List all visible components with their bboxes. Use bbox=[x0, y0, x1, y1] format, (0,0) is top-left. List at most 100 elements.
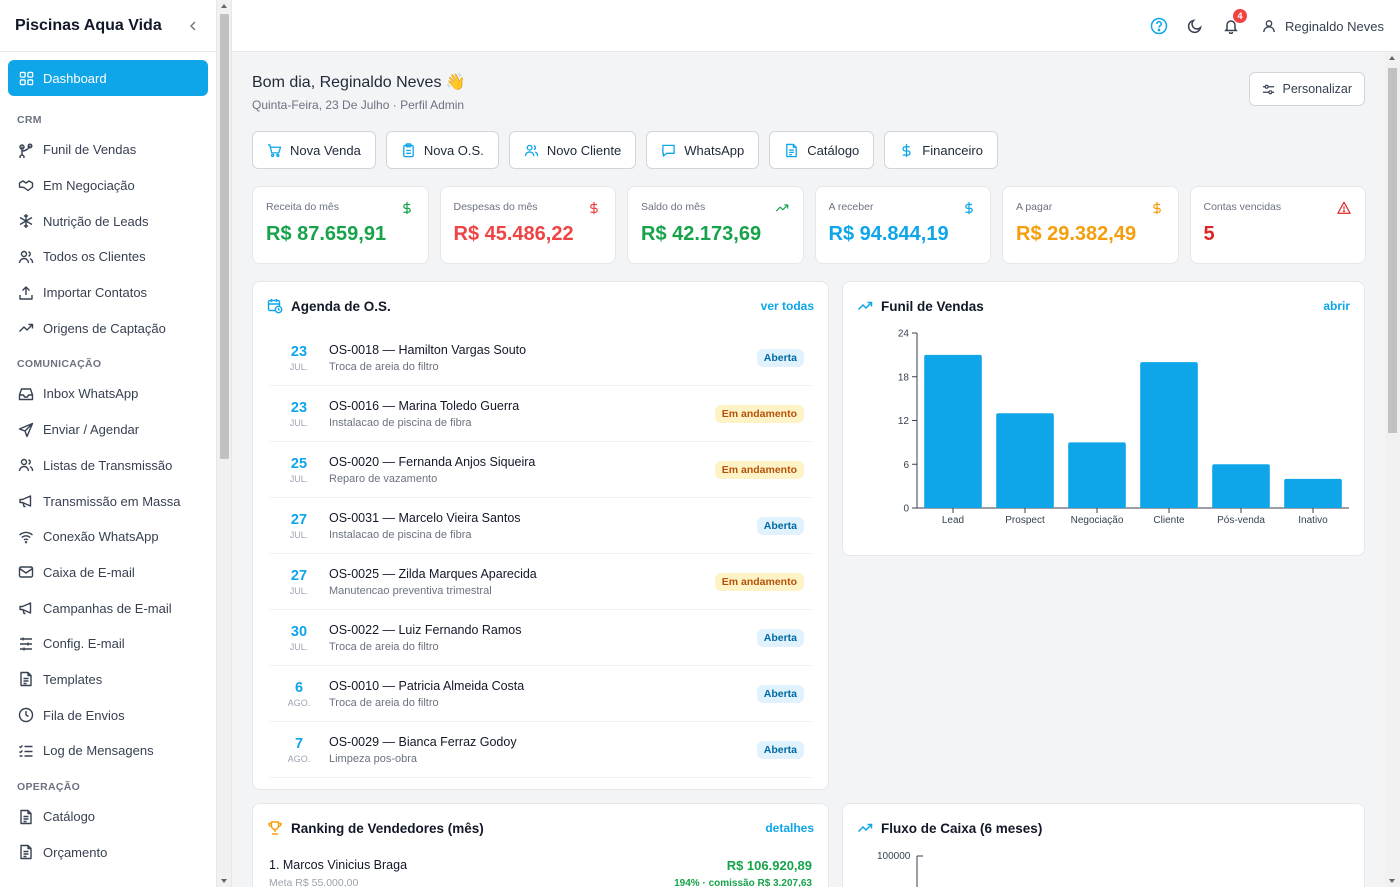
sliders-icon bbox=[1262, 83, 1275, 96]
quick-action-catalogo-button[interactable]: Catálogo bbox=[769, 131, 875, 169]
sidebar-item-listas-de-transmissao[interactable]: Listas de Transmissão bbox=[8, 448, 208, 484]
quick-action-whatsapp-button[interactable]: WhatsApp bbox=[646, 131, 760, 169]
agenda-date: 30 JUL. bbox=[269, 624, 329, 652]
sidebar-item-catalogo[interactable]: Catálogo bbox=[8, 799, 208, 835]
agenda-month: JUL. bbox=[289, 641, 309, 652]
agenda-date: 7 AGO. bbox=[269, 736, 329, 764]
sidebar-scrollbar[interactable] bbox=[217, 0, 232, 887]
users-icon bbox=[524, 143, 539, 158]
agenda-service: Instalacao de piscina de fibra bbox=[329, 416, 472, 429]
y-tick-label: 12 bbox=[898, 416, 910, 427]
sidebar-item-funil-de-vendas[interactable]: Funil de Vendas bbox=[8, 132, 208, 168]
y-tick-label: 24 bbox=[898, 329, 910, 340]
sidebar-item-label: Funil de Vendas bbox=[43, 142, 137, 158]
scroll-down-icon[interactable] bbox=[221, 879, 227, 883]
sidebar-item-enviar-agendar[interactable]: Enviar / Agendar bbox=[8, 412, 208, 448]
scrollbar-thumb[interactable] bbox=[1388, 68, 1397, 433]
personalize-button[interactable]: Personalizar bbox=[1248, 72, 1365, 106]
sidebar-item-nutricao-de-leads[interactable]: Nutrição de Leads bbox=[8, 203, 208, 239]
help-icon[interactable] bbox=[1149, 16, 1169, 36]
sidebar-item-em-negociacao[interactable]: Em Negociação bbox=[8, 168, 208, 204]
scroll-up-icon[interactable] bbox=[1389, 56, 1395, 60]
agenda-month: AGO. bbox=[287, 697, 311, 708]
main-scrollbar[interactable] bbox=[1385, 52, 1400, 887]
agenda-row[interactable]: 6 AGO. OS-0010 — Patricia Almeida Costa Tro… bbox=[269, 666, 812, 722]
y-tick-label: 18 bbox=[898, 372, 910, 383]
sidebar-item-log-de-mensagens[interactable]: Log de Mensagens bbox=[8, 733, 208, 769]
agenda-day: 27 bbox=[290, 567, 308, 584]
dollar-icon bbox=[587, 201, 601, 215]
clipboard-icon bbox=[401, 142, 416, 158]
agenda-row[interactable]: 27 JUL. OS-0031 — Marcelo Vieira Santos Ins… bbox=[269, 498, 812, 554]
kpi-value: R$ 45.486,22 bbox=[453, 223, 574, 245]
bell-icon[interactable]: 4 bbox=[1221, 9, 1247, 36]
agenda-row[interactable]: 27 JUL. OS-0025 — Zilda Marques Aparecida M… bbox=[269, 554, 812, 610]
scroll-up-icon[interactable] bbox=[221, 4, 227, 8]
funnel-open-link[interactable]: abrir bbox=[1323, 299, 1350, 313]
agenda-order-title: OS-0025 — Zilda Marques Aparecida bbox=[329, 566, 537, 581]
agenda-row[interactable]: 7 AGO. OS-0029 — Bianca Ferraz Godoy Limpez… bbox=[269, 722, 812, 778]
quick-action-novo-cliente-button[interactable]: Novo Cliente bbox=[508, 131, 637, 169]
kpi-card-a-pagar: A pagar R$ 29.382,49 bbox=[1002, 186, 1179, 264]
ranking-row[interactable]: 1. Marcos Vinicius Braga Meta R$ 55.000,… bbox=[253, 858, 828, 887]
agenda-row[interactable]: 30 JUL. OS-0022 — Luiz Fernando Ramos Troca… bbox=[269, 610, 812, 666]
cashflow-title: Fluxo de Caixa (6 meses) bbox=[881, 820, 1043, 836]
agenda-month: JUL. bbox=[289, 529, 309, 540]
chevron-left-icon[interactable] bbox=[186, 19, 200, 33]
ranking-details-link[interactable]: detalhes bbox=[765, 821, 814, 835]
agenda-month: JUL. bbox=[289, 417, 309, 428]
sidebar-item-origens-de-captacao[interactable]: Origens de Captação bbox=[8, 310, 208, 346]
agenda-row[interactable]: 25 JUL. OS-0020 — Fernanda Anjos Siqueira R… bbox=[269, 442, 812, 498]
sidebar-item-conexao-whatsapp[interactable]: Conexão WhatsApp bbox=[8, 519, 208, 555]
file-icon bbox=[18, 844, 34, 860]
quick-action-nova-o-s-button[interactable]: Nova O.S. bbox=[385, 131, 499, 169]
status-badge: Aberta bbox=[756, 348, 804, 367]
agenda-row[interactable]: 23 JUL. OS-0018 — Hamilton Vargas Souto Tro… bbox=[269, 330, 812, 386]
sidebar-item-orcamento[interactable]: Orçamento bbox=[8, 834, 208, 870]
user-menu[interactable]: Reginaldo Neves bbox=[1259, 16, 1384, 36]
sidebar-item-caixa-de-e-mail[interactable]: Caixa de E-mail bbox=[8, 555, 208, 591]
sidebar-item-templates[interactable]: Templates bbox=[8, 662, 208, 698]
sidebar-item-transmissao-em-massa[interactable]: Transmissão em Massa bbox=[8, 483, 208, 519]
sidebar-item-dashboard[interactable]: Dashboard bbox=[8, 60, 208, 96]
agenda-view-all-link[interactable]: ver todas bbox=[760, 299, 814, 313]
agenda-row[interactable]: 23 JUL. OS-0016 — Marina Toledo Guerra Inst… bbox=[269, 386, 812, 442]
kpi-row: Receita do mês R$ 87.659,91 Despesas do mê… bbox=[252, 186, 1366, 264]
sidebar-item-importar-contatos[interactable]: Importar Contatos bbox=[8, 275, 208, 311]
greeting: Bom dia, Reginaldo Neves 👋 bbox=[252, 74, 466, 91]
moon-icon[interactable] bbox=[1185, 16, 1205, 36]
sidebar-item-campanhas-de-e-mail[interactable]: Campanhas de E-mail bbox=[8, 590, 208, 626]
dollar-icon bbox=[400, 201, 414, 215]
quick-action-financeiro-button[interactable]: Financeiro bbox=[884, 131, 998, 169]
sidebar-item-label: Orçamento bbox=[43, 844, 108, 860]
status-badge: Aberta bbox=[756, 740, 804, 759]
upload-icon bbox=[18, 285, 34, 301]
agenda-date: 6 AGO. bbox=[269, 680, 329, 708]
sidebar-item-config-e-mail[interactable]: Config. E-mail bbox=[8, 626, 208, 662]
sidebar-item-label: Fila de Envios bbox=[43, 707, 125, 723]
bar-cliente bbox=[1140, 362, 1198, 508]
send-icon bbox=[18, 422, 34, 438]
scroll-down-icon[interactable] bbox=[1389, 879, 1395, 883]
file-icon bbox=[784, 143, 799, 158]
status-badge: Aberta bbox=[756, 628, 804, 647]
sidebar-section-title: COMUNICAÇÃO bbox=[17, 358, 102, 371]
agenda-order-title: OS-0022 — Luiz Fernando Ramos bbox=[329, 622, 522, 637]
sidebar-item-fila-de-envios[interactable]: Fila de Envios bbox=[8, 697, 208, 733]
agenda-order-title: OS-0016 — Marina Toledo Guerra bbox=[329, 398, 520, 413]
quick-action-nova-venda-button[interactable]: Nova Venda bbox=[252, 131, 376, 169]
kpi-card-a-receber: A receber R$ 94.844,19 bbox=[814, 186, 991, 264]
sidebar-item-todos-os-clientes[interactable]: Todos os Clientes bbox=[8, 239, 208, 275]
status-badge: Aberta bbox=[756, 684, 804, 703]
sidebar-item-label: Transmissão em Massa bbox=[43, 493, 181, 509]
sidebar-item-label: Origens de Captação bbox=[43, 320, 166, 336]
sidebar-item-inbox-whatsapp[interactable]: Inbox WhatsApp bbox=[8, 376, 208, 412]
agenda-card: Agenda de O.S. ver todas 23 JUL. OS-0018 —… bbox=[252, 281, 829, 790]
bar-pos-venda bbox=[1212, 464, 1270, 508]
funnel-card: Funil de Vendas abrir 0 6 12 18 24 Lead Prospe… bbox=[842, 281, 1365, 556]
scrollbar-thumb[interactable] bbox=[220, 14, 229, 459]
agenda-month: JUL. bbox=[289, 585, 309, 596]
snowflake-icon bbox=[18, 213, 34, 229]
sidebar-item-label: Conexão WhatsApp bbox=[43, 529, 159, 545]
agenda-day: 27 bbox=[290, 511, 308, 528]
